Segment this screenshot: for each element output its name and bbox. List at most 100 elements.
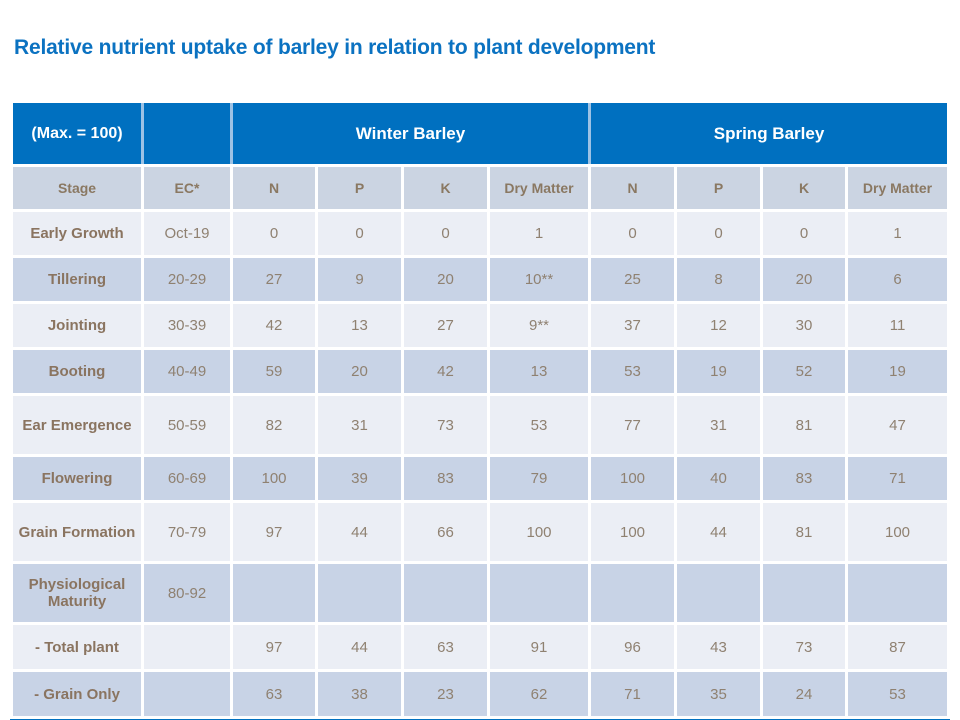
value-cell: 47 [848, 396, 948, 454]
column-header-spring-p: P [677, 167, 760, 209]
ec-cell: 20-29 [144, 258, 230, 301]
value-cell: 100 [591, 457, 674, 500]
value-cell: 8 [677, 258, 760, 301]
table-row: - Grain Only 63 38 23 62 71 35 24 53 [13, 672, 948, 716]
value-cell: 71 [848, 457, 948, 500]
value-cell: 91 [490, 625, 588, 669]
column-header-ec: EC* [144, 167, 230, 209]
value-cell: 9** [490, 304, 588, 347]
max-label-cell: (Max. = 100) [13, 103, 141, 164]
column-header-spring-n: N [591, 167, 674, 209]
column-header-winter-p: P [318, 167, 401, 209]
value-cell [233, 564, 315, 622]
value-cell: 53 [591, 350, 674, 393]
value-cell: 59 [233, 350, 315, 393]
value-cell: 38 [318, 672, 401, 716]
value-cell: 81 [763, 503, 845, 561]
value-cell: 53 [490, 396, 588, 454]
value-cell [404, 564, 487, 622]
value-cell: 6 [848, 258, 948, 301]
table-row: Flowering 60-69 100 39 83 79 100 40 83 7… [13, 457, 948, 500]
value-cell: 20 [318, 350, 401, 393]
value-cell: 30 [763, 304, 845, 347]
value-cell: 42 [233, 304, 315, 347]
ec-cell: 40-49 [144, 350, 230, 393]
column-header-spring-k: K [763, 167, 845, 209]
value-cell: 96 [591, 625, 674, 669]
value-cell: 0 [763, 212, 845, 255]
stage-cell: Ear Emergence [13, 396, 141, 454]
ec-cell: 30-39 [144, 304, 230, 347]
ec-cell [144, 625, 230, 669]
value-cell [763, 564, 845, 622]
value-cell: 44 [318, 625, 401, 669]
column-header-row: Stage EC* N P K Dry Matter N P K Dry Mat… [13, 167, 948, 209]
stage-cell: Jointing [13, 304, 141, 347]
value-cell: 77 [591, 396, 674, 454]
table-row: Grain Formation 70-79 97 44 66 100 100 4… [13, 503, 948, 561]
value-cell [677, 564, 760, 622]
value-cell: 0 [404, 212, 487, 255]
stage-cell: - Grain Only [13, 672, 141, 716]
value-cell: 9 [318, 258, 401, 301]
value-cell: 31 [677, 396, 760, 454]
value-cell: 31 [318, 396, 401, 454]
value-cell [591, 564, 674, 622]
stage-cell: Booting [13, 350, 141, 393]
nutrient-uptake-table: (Max. = 100) Winter Barley Spring Barley… [10, 100, 950, 719]
value-cell: 39 [318, 457, 401, 500]
table-header-row: (Max. = 100) Winter Barley Spring Barley [13, 103, 948, 164]
value-cell: 83 [763, 457, 845, 500]
spring-barley-header: Spring Barley [591, 103, 948, 164]
value-cell: 23 [404, 672, 487, 716]
value-cell: 44 [318, 503, 401, 561]
value-cell: 24 [763, 672, 845, 716]
value-cell: 0 [233, 212, 315, 255]
value-cell: 37 [591, 304, 674, 347]
value-cell: 73 [404, 396, 487, 454]
value-cell: 97 [233, 503, 315, 561]
value-cell: 100 [233, 457, 315, 500]
value-cell: 71 [591, 672, 674, 716]
column-header-winter-dry-matter: Dry Matter [490, 167, 588, 209]
value-cell: 19 [677, 350, 760, 393]
value-cell: 82 [233, 396, 315, 454]
ec-cell: 70-79 [144, 503, 230, 561]
table-row: Jointing 30-39 42 13 27 9** 37 12 30 11 [13, 304, 948, 347]
stage-cell: Grain Formation [13, 503, 141, 561]
column-header-winter-n: N [233, 167, 315, 209]
column-header-stage: Stage [13, 167, 141, 209]
value-cell: 63 [404, 625, 487, 669]
value-cell: 62 [490, 672, 588, 716]
stage-cell: Physiological Maturity [13, 564, 141, 622]
stage-cell: Early Growth [13, 212, 141, 255]
ec-cell: 50-59 [144, 396, 230, 454]
ec-cell: Oct-19 [144, 212, 230, 255]
stage-cell: Flowering [13, 457, 141, 500]
winter-barley-header: Winter Barley [233, 103, 588, 164]
value-cell: 52 [763, 350, 845, 393]
value-cell: 43 [677, 625, 760, 669]
value-cell: 100 [591, 503, 674, 561]
value-cell [490, 564, 588, 622]
value-cell: 44 [677, 503, 760, 561]
column-header-winter-k: K [404, 167, 487, 209]
table-row: Ear Emergence 50-59 82 31 73 53 77 31 81… [13, 396, 948, 454]
value-cell: 100 [490, 503, 588, 561]
nutrient-table-container: (Max. = 100) Winter Barley Spring Barley… [10, 100, 950, 720]
ec-cell: 60-69 [144, 457, 230, 500]
value-cell: 42 [404, 350, 487, 393]
value-cell: 53 [848, 672, 948, 716]
value-cell: 100 [848, 503, 948, 561]
value-cell: 35 [677, 672, 760, 716]
value-cell: 66 [404, 503, 487, 561]
empty-header-cell [144, 103, 230, 164]
value-cell: 11 [848, 304, 948, 347]
value-cell: 25 [591, 258, 674, 301]
value-cell: 12 [677, 304, 760, 347]
value-cell: 83 [404, 457, 487, 500]
value-cell: 27 [404, 304, 487, 347]
stage-cell: - Total plant [13, 625, 141, 669]
value-cell: 1 [848, 212, 948, 255]
